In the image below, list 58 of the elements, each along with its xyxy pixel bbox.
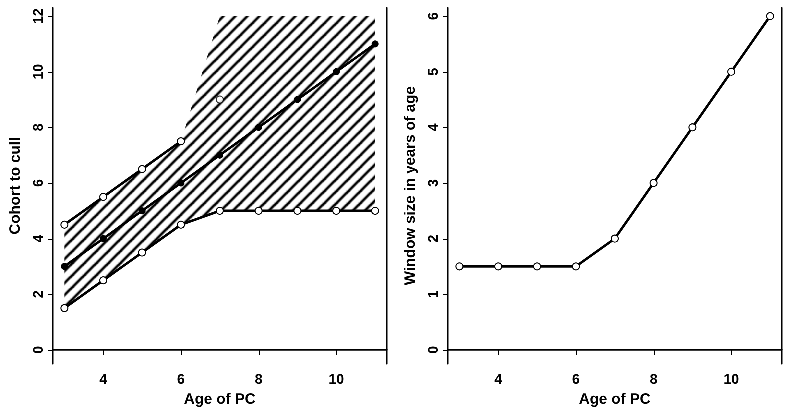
x-axis-title: Age of PC (184, 391, 256, 408)
point (216, 207, 224, 216)
x-tick-label: 10 (328, 371, 345, 387)
x-tick-label: 4 (494, 371, 503, 387)
point (255, 124, 262, 132)
y-tick-label: 10 (30, 64, 46, 80)
point (254, 207, 263, 216)
y-tick-label: 0 (30, 346, 46, 354)
y-tick-label: 6 (425, 12, 441, 20)
point (60, 220, 69, 229)
point (650, 179, 658, 188)
point (494, 262, 502, 271)
point (99, 193, 108, 202)
y-tick-label: 1 (425, 290, 441, 298)
point (533, 262, 542, 271)
point (138, 248, 146, 257)
y-tick-label: 6 (30, 179, 46, 188)
x-tick-label: 8 (254, 371, 263, 387)
point (766, 12, 774, 20)
point (177, 220, 186, 229)
y-tick-label: 8 (30, 123, 46, 132)
point (216, 96, 224, 104)
point (138, 165, 146, 174)
x-tick-label: 10 (724, 371, 740, 387)
point (294, 96, 302, 104)
point (294, 207, 302, 216)
point (61, 263, 68, 270)
point (60, 304, 69, 312)
y-tick-label: 2 (30, 290, 46, 298)
point (333, 68, 340, 76)
y-tick-label: 0 (425, 346, 441, 354)
point (688, 124, 697, 132)
x-axis-title: Age of PC (579, 391, 651, 408)
y-tick-label: 5 (425, 68, 441, 76)
point (332, 207, 341, 216)
point (572, 262, 580, 271)
x-tick-label: 6 (177, 371, 186, 387)
y-tick-label: 4 (425, 123, 441, 132)
y-tick-label: 3 (425, 179, 441, 188)
point (456, 262, 464, 271)
y-axis-title: Window size in years of age (402, 86, 419, 286)
point (99, 276, 108, 285)
point (611, 234, 619, 243)
point (100, 235, 107, 242)
point (178, 180, 185, 187)
y-tick-label: 12 (30, 8, 46, 24)
point (216, 152, 224, 159)
point (371, 207, 380, 216)
y-axis-title: Cohort to cull (7, 137, 24, 235)
x-tick-label: 6 (572, 371, 580, 387)
y-tick-label: 4 (30, 234, 46, 243)
point (728, 68, 736, 76)
y-tick-label: 2 (425, 234, 441, 243)
point (138, 208, 146, 215)
x-tick-label: 4 (100, 371, 108, 387)
point (372, 40, 379, 48)
x-tick-label: 8 (650, 371, 658, 387)
point (177, 138, 186, 146)
